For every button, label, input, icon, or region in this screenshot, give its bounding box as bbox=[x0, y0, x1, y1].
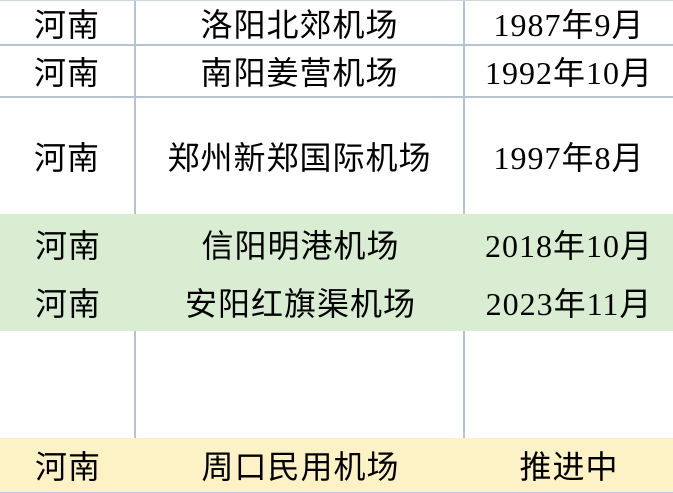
table-row: 河南 郑州新郑国际机场 1997年8月 bbox=[0, 98, 673, 214]
cell-province: 河南 bbox=[34, 449, 101, 485]
table-row-highlighted-yellow: 河南 周口民用机场 推进中 bbox=[0, 438, 673, 493]
cell-province: 河南 bbox=[0, 46, 136, 96]
cell-airport: 郑州新郑国际机场 bbox=[136, 98, 465, 214]
cell-airport bbox=[136, 331, 465, 438]
cell-province bbox=[0, 331, 136, 438]
cell-date: 推进中 bbox=[519, 449, 619, 485]
cell-airport: 安阳红旗渠机场 bbox=[184, 286, 416, 322]
cell-date: 2023年11月 bbox=[485, 286, 653, 322]
cell-province: 河南 bbox=[34, 227, 101, 264]
table-row-highlighted-green: 河南 信阳明港机场 2018年10月 bbox=[0, 214, 673, 273]
cell-province: 河南 bbox=[0, 98, 136, 214]
cell-airport: 信阳明港机场 bbox=[201, 227, 400, 264]
cell-date bbox=[465, 331, 673, 438]
cell-airport: 南阳姜营机场 bbox=[136, 46, 465, 96]
table-row: 河南 洛阳北郊机场 1987年9月 bbox=[0, 1, 673, 46]
cell-date: 1992年10月 bbox=[484, 55, 653, 91]
table-row: 河南 南阳姜营机场 1992年10月 bbox=[0, 46, 673, 98]
table-row-empty bbox=[0, 331, 673, 438]
cell-airport: 洛阳北郊机场 bbox=[136, 1, 465, 44]
cell-airport: 周口民用机场 bbox=[201, 449, 400, 485]
cell-date: 1987年9月 bbox=[493, 6, 645, 43]
cell-province: 河南 bbox=[0, 1, 136, 44]
table-row-highlighted-green: 河南 安阳红旗渠机场 2023年11月 bbox=[0, 273, 673, 331]
cell-date: 2018年10月 bbox=[484, 227, 653, 264]
cell-date: 1997年8月 bbox=[493, 140, 645, 176]
cell-province: 河南 bbox=[34, 286, 101, 322]
